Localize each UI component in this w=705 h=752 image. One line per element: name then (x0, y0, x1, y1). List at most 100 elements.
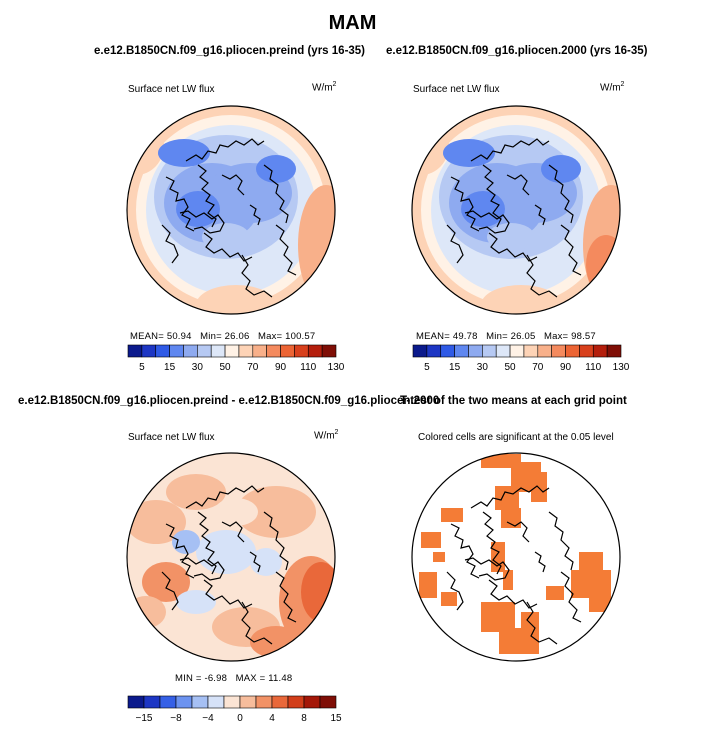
coastline (275, 571, 297, 623)
colorbar-difference: −15 −8 −4 0 4 8 15 (127, 695, 342, 724)
panel-title-difference: e.e12.B1850CN.f09_g16.pliocen.preind - e… (18, 395, 440, 407)
min-value-preind: 26.06 (224, 331, 250, 342)
coastline (548, 164, 574, 224)
significant-cell (419, 572, 437, 598)
coastline (446, 224, 464, 264)
significant-cell (546, 586, 564, 600)
coastline (482, 511, 502, 575)
coastline (241, 254, 273, 298)
coldest-zone-ne (541, 155, 581, 183)
coldest-zone-north (443, 139, 495, 167)
mean-value-2000: 49.78 (452, 331, 478, 342)
stats-preind: MEAN= 50.94 Min= 26.06 Max= 100.57 (130, 331, 316, 342)
significant-cell (589, 598, 619, 612)
colorbar-swatch (183, 344, 198, 358)
significant-cell (491, 542, 505, 572)
colorbar-swatch (412, 344, 428, 358)
figure-title: MAM (328, 12, 377, 34)
colorbar-swatch (141, 344, 157, 358)
anomaly-patch (196, 530, 256, 574)
colorbar-tick-label: 5 (424, 362, 430, 373)
colorbar-swatch (303, 695, 321, 709)
colorbar-tick-label: 15 (164, 362, 176, 373)
coastline (161, 571, 179, 611)
colorbar-swatch (169, 344, 184, 358)
ttest-note: Colored cells are significant at the 0.0… (418, 432, 614, 443)
colorbar-swatch (143, 695, 161, 709)
significant-cell (495, 486, 519, 510)
coastline (506, 521, 530, 543)
coastline (203, 579, 253, 609)
coastline (221, 521, 245, 543)
coastline (548, 511, 574, 571)
colorbar-swatch (210, 344, 226, 358)
colorbar-swatch (565, 344, 580, 358)
warm-patch-south (196, 285, 276, 314)
colorbar-swatch (495, 344, 511, 358)
colorbar-tick-label: 110 (585, 362, 601, 373)
colorbar-tick-label: 130 (613, 362, 630, 373)
coastline (526, 254, 558, 298)
significant-cell (579, 552, 603, 572)
significant-cell (531, 472, 547, 502)
colorbar-tick-label: 0 (237, 713, 243, 724)
significant-cell (501, 508, 521, 528)
colorbar-swatch (482, 344, 497, 358)
coastline (197, 511, 217, 575)
colorbar-swatch (287, 695, 305, 709)
coastline (464, 557, 510, 581)
colorbar-tick-label: 5 (139, 362, 145, 373)
panel-title-2000: e.e12.B1850CN.f09_g16.pliocen.2000 (yrs … (386, 45, 648, 57)
coldest-zone-north (158, 139, 210, 167)
coastline (450, 523, 480, 579)
colorbar-swatch (223, 695, 241, 709)
significant-cell (571, 570, 611, 598)
coastline (165, 176, 195, 232)
significant-cell (503, 570, 513, 590)
colorbar-tick-label: 4 (269, 713, 275, 724)
anomaly-patch (172, 530, 200, 554)
colorbar-swatch (509, 344, 525, 358)
max-value-preind: 100.57 (285, 331, 316, 342)
colorbar-swatch (321, 344, 337, 358)
colorbar-swatch (127, 344, 143, 358)
colorbar-swatch (175, 695, 193, 709)
coastline (185, 485, 265, 509)
variable-label-difference: Surface net LW flux (128, 432, 215, 443)
unit-label-preind: W/m2 (312, 81, 337, 94)
significant-cell (521, 612, 539, 628)
coastline (534, 204, 546, 226)
polar-map-ttest (411, 452, 621, 662)
polar-map-preind (126, 105, 336, 315)
colorbar-tick-label: 30 (192, 362, 204, 373)
colorbar-swatch (579, 344, 594, 358)
coastlines (161, 138, 297, 298)
map-border (126, 452, 336, 662)
anomaly-patch (166, 474, 226, 510)
colorbar-swatch (239, 695, 257, 709)
coastlines (161, 485, 297, 645)
coastline (197, 164, 217, 228)
colorbar-swatch (294, 344, 309, 358)
coastline (560, 224, 582, 276)
coldest-zone (461, 191, 505, 227)
colorbar-swatch (426, 344, 442, 358)
colorbar-swatch (280, 344, 295, 358)
map-border (411, 105, 621, 315)
coastline (464, 210, 510, 234)
colorbar-swatch (468, 344, 483, 358)
unit-label-difference: W/m2 (314, 429, 339, 442)
coastline (488, 232, 538, 262)
colorbar-tick-label: 90 (560, 362, 572, 373)
colorbar-swatch (255, 695, 273, 709)
colorbar-preind: 5 15 30 50 70 90 110 130 (127, 344, 345, 373)
mean-value-preind: 50.94 (166, 331, 192, 342)
panel-title-ttest: T-test of the two means at each grid poi… (400, 395, 627, 407)
panel-title-preind: e.e12.B1850CN.f09_g16.pliocen.preind (yr… (94, 45, 366, 57)
coastline (506, 174, 530, 196)
coastline (275, 224, 297, 276)
colorbar-tick-label: 8 (301, 713, 307, 724)
cool-zone-south (202, 223, 250, 251)
coastline (179, 210, 225, 234)
colorbar-tick-label: 70 (532, 362, 544, 373)
